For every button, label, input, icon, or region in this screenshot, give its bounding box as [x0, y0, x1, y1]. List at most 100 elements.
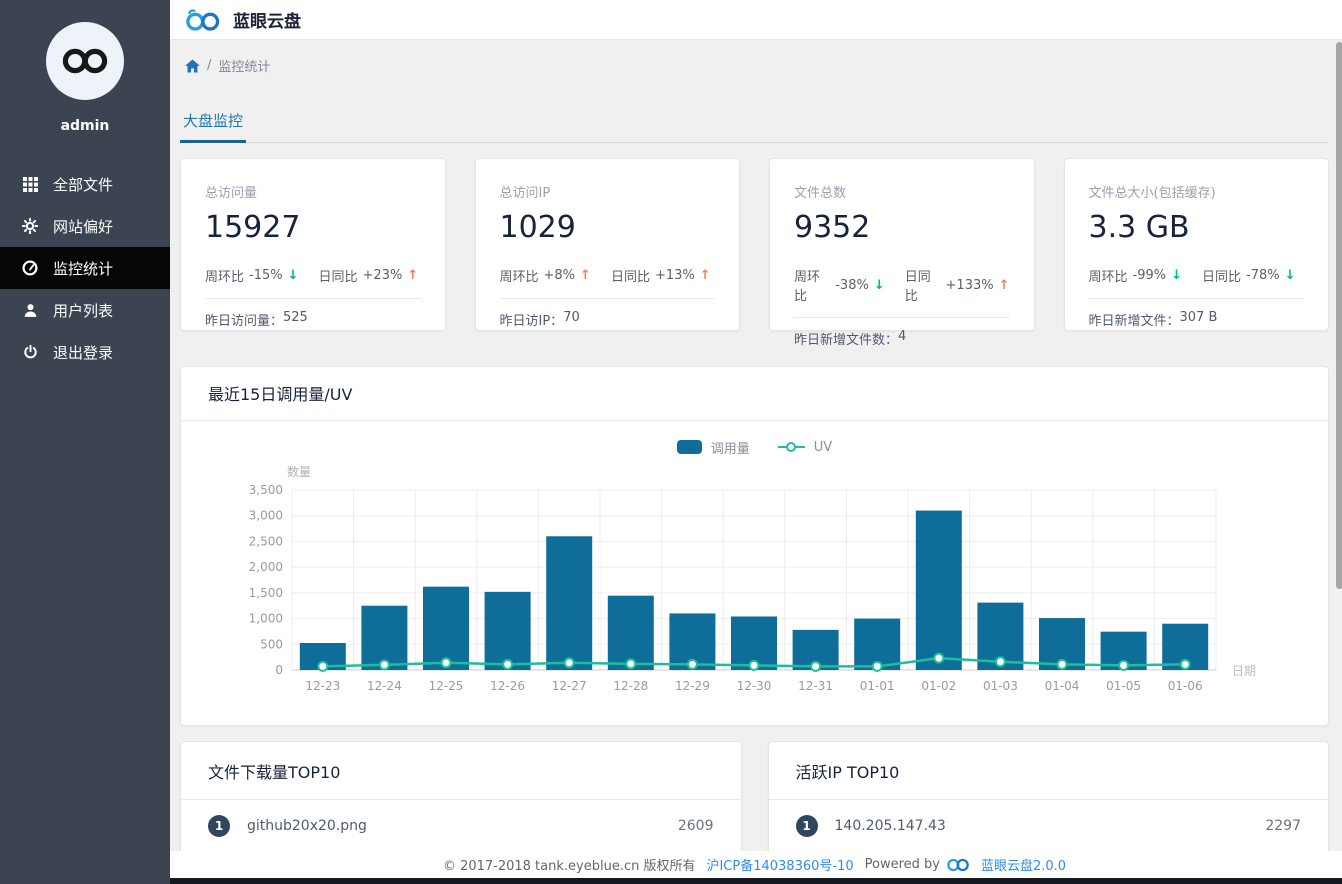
svg-text:12-26: 12-26: [490, 679, 525, 693]
tabs-bar: 大盘监控: [180, 104, 1329, 143]
list-title: 文件下载量TOP10: [181, 742, 741, 800]
legend-item-uv[interactable]: UV: [777, 439, 833, 455]
svg-text:1,000: 1,000: [249, 612, 283, 626]
chart-legend: 调用量 UV: [181, 438, 1328, 457]
week-ratio-label: 周环比: [205, 270, 245, 285]
day-ratio-label: 日同比: [610, 270, 650, 285]
sidebar-item-users[interactable]: 用户列表: [0, 289, 170, 331]
stat-card-total-files: 文件总数 9352 周环比 -38% 日同比 +133% 昨日新增文件数：4: [769, 158, 1035, 348]
svg-text:01-05: 01-05: [1106, 679, 1141, 693]
svg-text:500: 500: [260, 637, 283, 651]
stat-footer: 昨日访IP： 70: [499, 310, 580, 329]
stat-cards-row: 总访问量 15927 周环比 -15% 日同比 +23% 昨日访问量：525 总访问…: [180, 158, 1329, 348]
week-ratio-value: -38%: [835, 277, 869, 293]
list-title: 活跃IP TOP10: [768, 742, 1328, 800]
stat-trend: 周环比 +8% 日同比 +13%: [500, 266, 716, 285]
day-ratio-value: +13%: [654, 268, 695, 283]
sidebar: admin 全部文件: [0, 0, 170, 884]
copyright-text: © 2017-2018 tank.eyeblue.cn 版权所有: [442, 859, 696, 874]
trend-arrow-icon: [580, 268, 591, 283]
sidebar-item-monitoring[interactable]: 监控统计: [0, 247, 170, 289]
breadcrumb-current: 监控统计: [218, 60, 271, 75]
trend-arrow-icon: [700, 268, 711, 283]
trend-arrow-icon: [1171, 268, 1182, 283]
scrollbar-thumb[interactable]: [1336, 42, 1342, 589]
svg-text:12-29: 12-29: [675, 679, 710, 693]
sidebar-item-label: 监控统计: [53, 259, 114, 278]
svg-text:12-30: 12-30: [737, 679, 772, 693]
visit-count: 2297: [1265, 818, 1301, 834]
active-ip-top10-card: 活跃IP TOP10 1 140.205.147.43 2297: [767, 741, 1329, 851]
content: / 监控统计 大盘监控 总访问量 15927 周环比 -15% 日同比 +23% 昨…: [170, 40, 1342, 851]
trend-arrow-icon: [874, 278, 885, 293]
brand-link[interactable]: 蓝眼云盘2.0.0: [980, 859, 1067, 874]
page-footer: © 2017-2018 tank.eyeblue.cn 版权所有 沪ICP备14…: [170, 851, 1342, 878]
stat-card-total-size: 文件总大小(包括缓存) 3.3 GB 周环比 -99% 日同比 -78% 昨日新增文…: [1063, 158, 1329, 331]
svg-text:12-27: 12-27: [552, 679, 587, 693]
svg-text:12-23: 12-23: [305, 679, 340, 693]
avatar[interactable]: [46, 22, 124, 100]
svg-text:12-24: 12-24: [367, 679, 402, 693]
week-ratio-label: 周环比: [499, 270, 539, 285]
day-ratio-label: 日同比: [318, 270, 358, 285]
stat-label: 文件总大小(包括缓存): [1088, 186, 1216, 201]
svg-text:12-25: 12-25: [429, 679, 464, 693]
sidebar-item-label: 网站偏好: [53, 217, 114, 236]
svg-text:3,500: 3,500: [249, 483, 283, 497]
sidebar-item-label: 全部文件: [53, 175, 114, 194]
sidebar-item-preferences[interactable]: 网站偏好: [0, 205, 170, 247]
svg-text:2,500: 2,500: [249, 534, 283, 548]
ip-address: 140.205.147.43: [834, 818, 946, 834]
gear-icon: [22, 218, 38, 234]
legend-item-calls[interactable]: 调用量: [676, 438, 750, 457]
week-ratio-label: 周环比: [1088, 270, 1128, 285]
trend-arrow-icon: [407, 268, 418, 283]
stat-label: 总访问量: [205, 186, 258, 201]
legend-bar-swatch: [676, 440, 702, 454]
list-item: 1 140.205.147.43 2297: [769, 800, 1329, 851]
stat-card-total-ips: 总访问IP 1029 周环比 +8% 日同比 +13% 昨日访IP：70: [474, 158, 740, 331]
stat-footer: 昨日访问量： 525: [205, 310, 308, 329]
divider: [794, 317, 1010, 318]
day-ratio-label: 日同比: [904, 270, 931, 304]
legend-label: UV: [813, 439, 833, 455]
sidebar-menu: 全部文件 网站偏好: [0, 163, 170, 373]
svg-text:01-03: 01-03: [983, 679, 1018, 693]
stat-trend: 周环比 -38% 日同比 +133%: [794, 266, 1010, 304]
stat-value: 3.3 GB: [1088, 210, 1190, 245]
divider: [499, 298, 715, 299]
week-ratio-value: -15%: [249, 268, 283, 283]
grid-icon: [22, 176, 38, 192]
bottom-strip: [170, 878, 1342, 884]
top10-row: 文件下载量TOP10 1 github20x20.png 2609 活跃IP T…: [180, 741, 1329, 851]
download-count: 2609: [677, 818, 714, 834]
rank-badge: 1: [795, 815, 818, 837]
sidebar-item-logout[interactable]: 退出登录: [0, 331, 170, 373]
rank-badge: 1: [208, 815, 230, 837]
chart-title: 最近15日调用量/UV: [181, 367, 1328, 421]
home-icon[interactable]: [185, 58, 200, 73]
app-logo-icon[interactable]: [183, 8, 223, 32]
powered-by-text: Powered by: [864, 857, 940, 872]
svg-text:01-01: 01-01: [860, 679, 895, 693]
icp-link[interactable]: 沪ICP备14038360号-10: [706, 859, 854, 874]
tab-dashboard-monitor[interactable]: 大盘监控: [180, 104, 247, 143]
svg-text:数量: 数量: [287, 464, 311, 479]
sidebar-item-all-files[interactable]: 全部文件: [0, 163, 170, 205]
svg-text:3,000: 3,000: [249, 509, 283, 523]
svg-text:01-04: 01-04: [1045, 679, 1080, 693]
week-ratio-label: 周环比: [794, 270, 821, 304]
trend-arrow-icon: [288, 268, 299, 283]
file-download-top10-card: 文件下载量TOP10 1 github20x20.png 2609: [180, 741, 742, 851]
stat-value: 9352: [794, 210, 871, 245]
day-ratio-value: -78%: [1246, 268, 1280, 283]
bar-line-chart: 0 500 1,000 1,500 2,000 2,500 3,000 3,500 12-23 1…: [249, 464, 1256, 693]
svg-text:12-31: 12-31: [798, 679, 833, 693]
divider: [205, 298, 421, 299]
stat-label: 总访问IP: [499, 186, 551, 201]
sidebar-item-label: 退出登录: [53, 343, 114, 362]
stat-label: 文件总数: [794, 186, 847, 201]
breadcrumb-separator: /: [207, 58, 212, 73]
trend-arrow-icon: [999, 278, 1010, 293]
user-icon: [22, 302, 38, 318]
